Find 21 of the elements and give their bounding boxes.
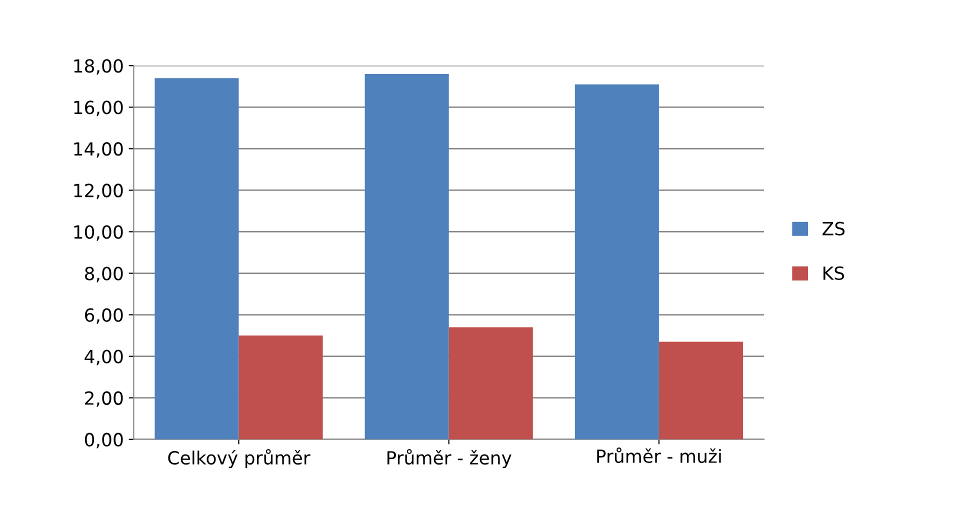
y-tick-label: 6,00 [85, 308, 123, 324]
y-tick-label: 4,00 [84, 350, 123, 366]
y-tick-label: 8,00 [85, 266, 123, 282]
y-tick-label: 16,00 [74, 100, 123, 116]
bar [364, 74, 449, 440]
y-tick-label: 14,00 [74, 142, 123, 158]
legend-label: KS [824, 266, 844, 280]
bar [658, 342, 743, 440]
y-tick-label: 2,00 [85, 391, 123, 407]
legend-label: ZS [822, 222, 845, 236]
y-tick-label: 18,00 [74, 59, 123, 75]
bar [154, 78, 239, 440]
bar [238, 336, 323, 440]
y-tick-label: 10,00 [74, 225, 123, 241]
x-tick-label: Průměr - muži [597, 447, 721, 464]
x-tick-label: Celkový průměr [168, 449, 310, 468]
x-tick-label: Průměr - ženy [387, 449, 512, 468]
y-tick-label: 12,00 [74, 184, 123, 200]
bar [448, 327, 533, 440]
y-tick-label: 0,00 [84, 432, 123, 448]
bar [574, 84, 659, 440]
